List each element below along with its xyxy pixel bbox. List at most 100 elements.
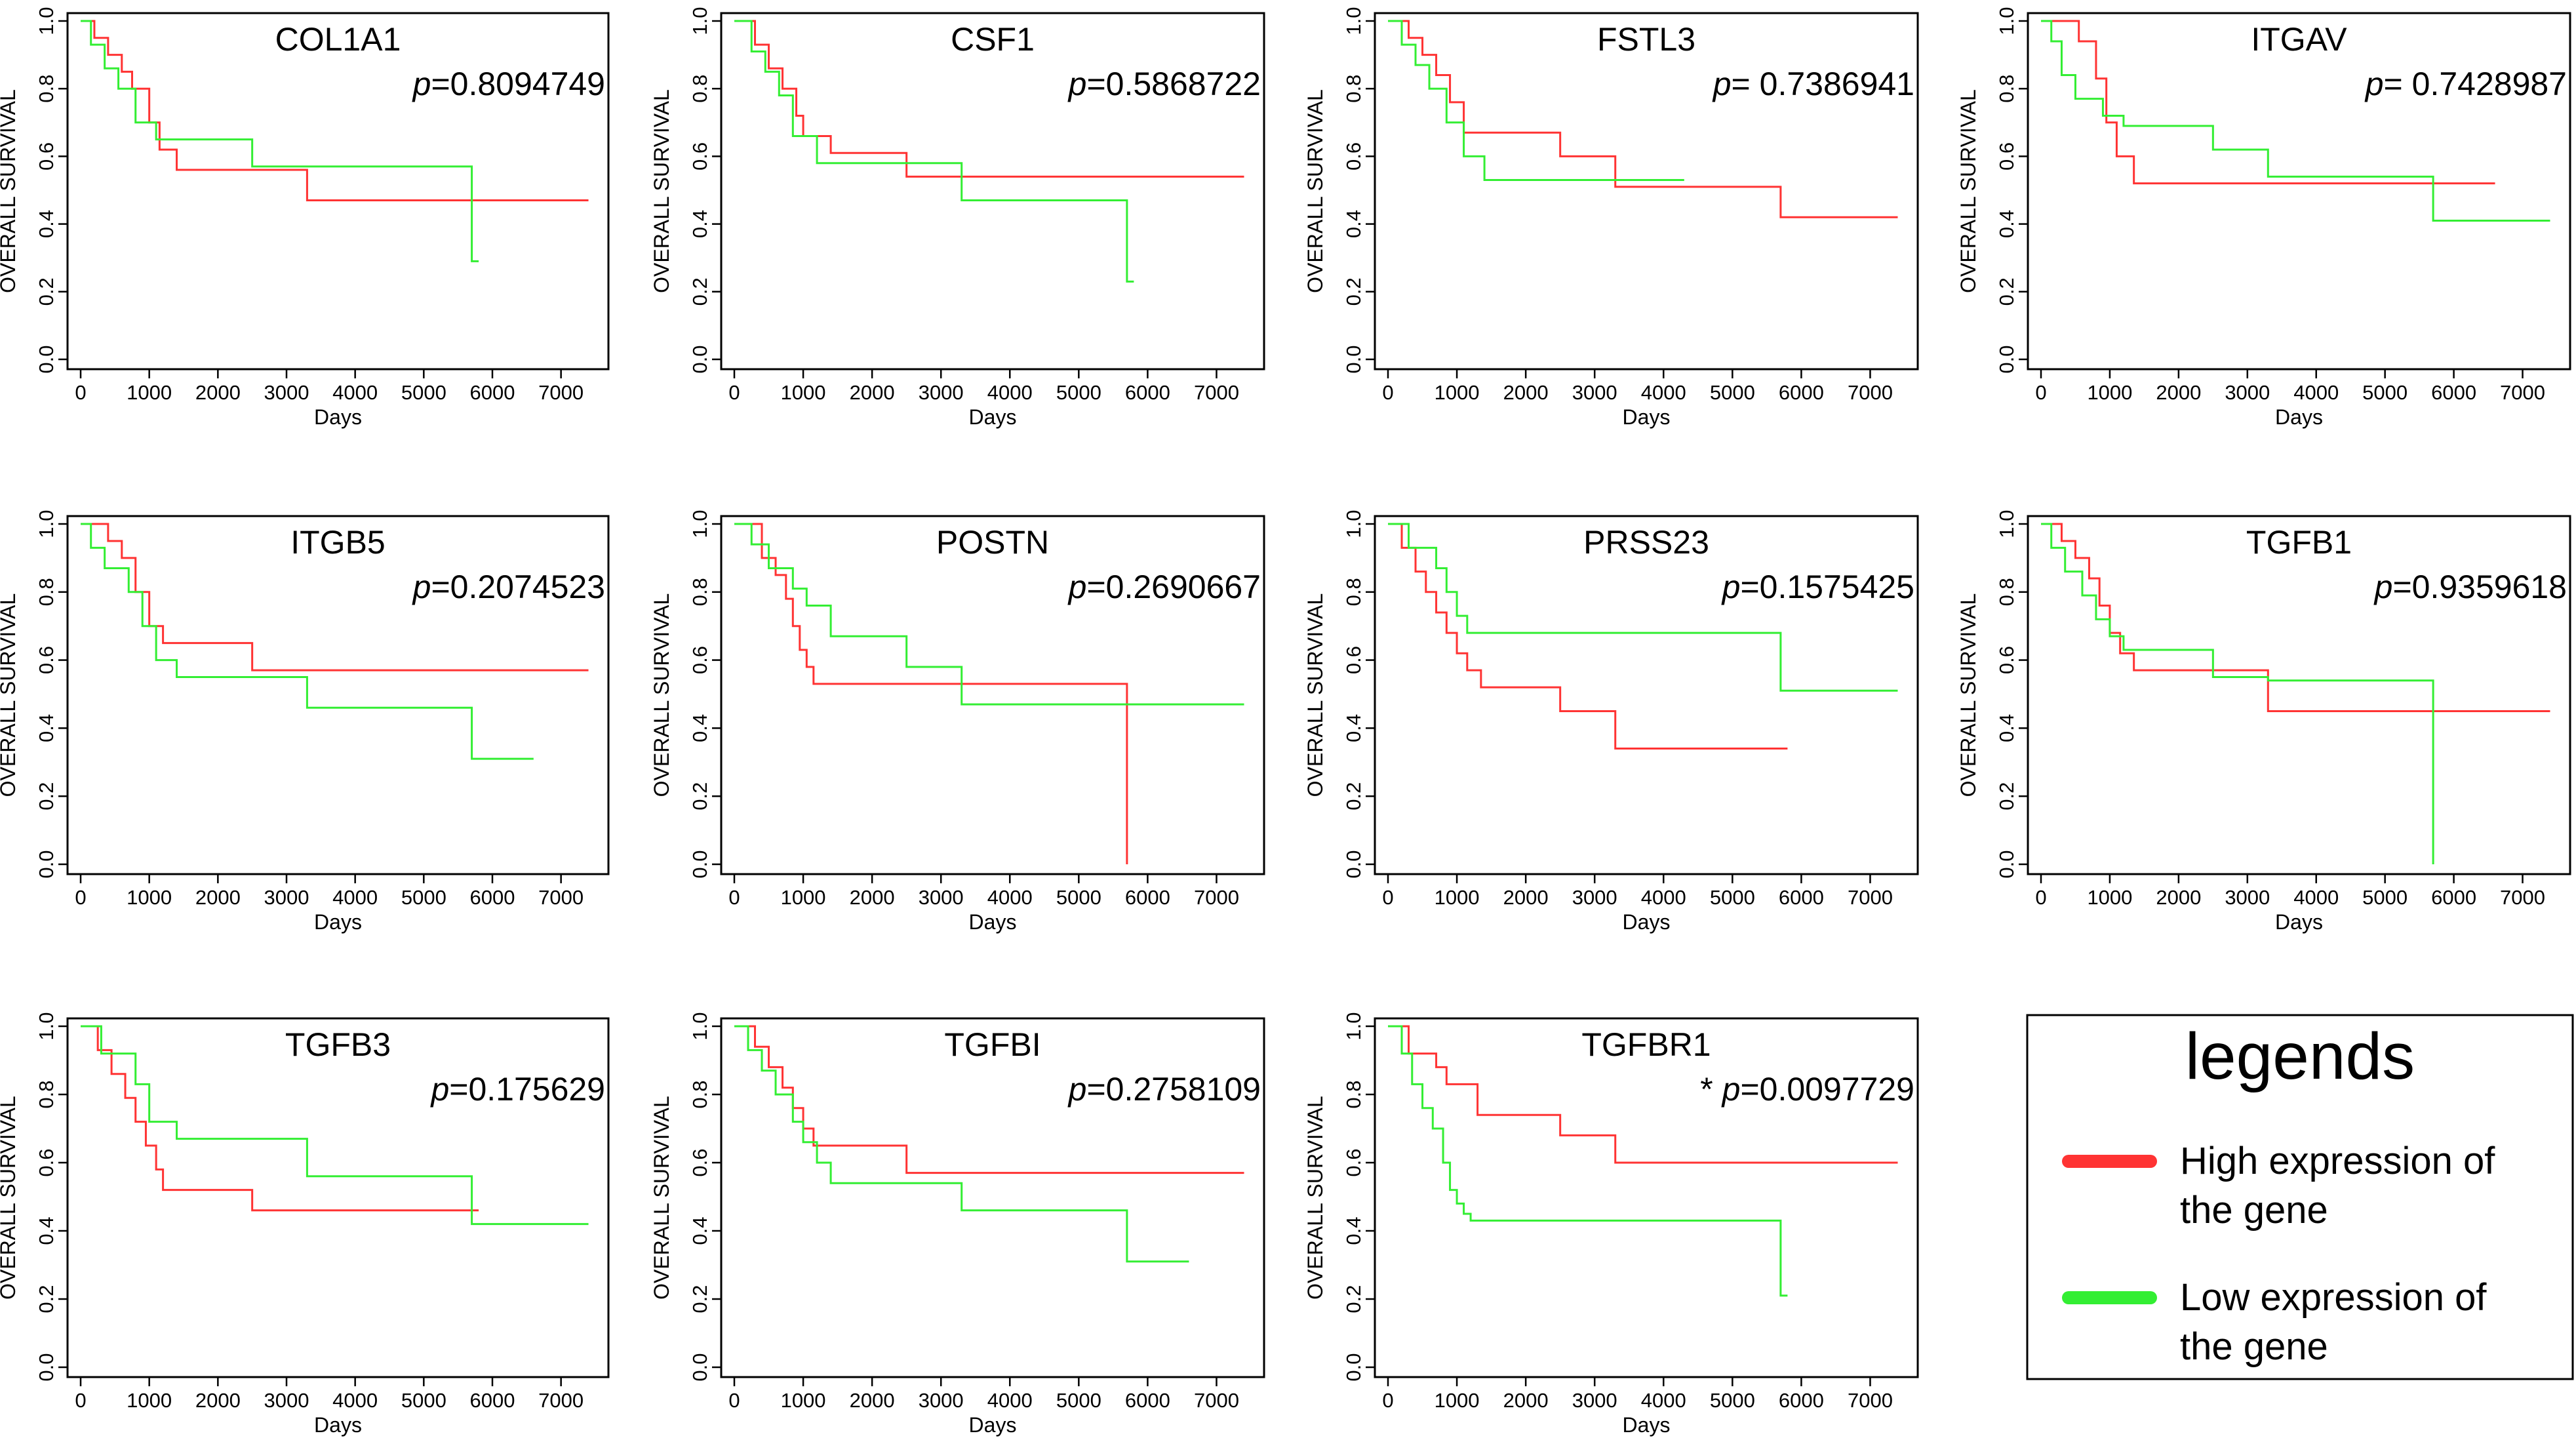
panel-fstl3: 0 1000 2000 3000 4000 5000 6000 7000 0.0 0.2 0.4 0.… — [1303, 7, 1919, 429]
y-tick-label: 0.8 — [688, 1080, 711, 1108]
x-tick-label: 1000 — [127, 886, 172, 909]
series-high-expression — [2041, 20, 2495, 185]
x-tick-label: 0 — [2035, 381, 2046, 404]
series-low-expression — [734, 1025, 1189, 1263]
series-high-expression — [734, 523, 1128, 864]
y-tick-label: 1.0 — [688, 1012, 711, 1040]
y-tick-label: 0.2 — [688, 782, 711, 811]
x-tick-label: 0 — [2035, 886, 2046, 909]
panel-postn: 0 1000 2000 3000 4000 5000 6000 7000 0.0 0.2 0.4 0.… — [650, 510, 1265, 934]
y-axis-label: OVERALL SURVIVAL — [650, 1096, 673, 1300]
x-tick-label: 6000 — [2431, 886, 2476, 909]
x-tick-label: 2000 — [1503, 1389, 1549, 1412]
x-tick-label: 1000 — [127, 1389, 172, 1412]
x-tick-label: 3000 — [919, 1389, 964, 1412]
y-tick-label: 0.6 — [1995, 646, 2018, 674]
x-tick-label: 5000 — [1056, 886, 1101, 909]
y-tick-label: 0.2 — [1342, 277, 1365, 306]
y-axis-label: OVERALL SURVIVAL — [1956, 593, 1980, 797]
x-tick-label: 6000 — [1125, 1389, 1170, 1412]
x-tick-label: 5000 — [1056, 1389, 1101, 1412]
series-low-expression — [81, 20, 479, 262]
p-value: p=0.2758109 — [1067, 1071, 1261, 1108]
y-tick-label: 0.6 — [1342, 1148, 1365, 1176]
y-axis-label: OVERALL SURVIVAL — [1956, 89, 1980, 293]
plot-frame — [720, 1017, 1265, 1378]
y-axis-label: OVERALL SURVIVAL — [1303, 89, 1327, 293]
y-tick-label: 0.2 — [1342, 1285, 1365, 1313]
y-tick-label: 0.6 — [35, 1148, 58, 1176]
x-tick-label: 2000 — [195, 1389, 241, 1412]
y-tick-label: 0.2 — [35, 782, 58, 811]
legend-label-low-line1: Low expression of — [2180, 1276, 2487, 1319]
y-tick-label: 0.6 — [1995, 142, 2018, 170]
x-tick-label: 4000 — [987, 1389, 1033, 1412]
series-low-expression — [1388, 20, 1684, 182]
x-tick-label: 3000 — [919, 886, 964, 909]
x-tick-label: 3000 — [1572, 886, 1617, 909]
y-tick-label: 0.2 — [688, 1285, 711, 1313]
series-low-expression — [1388, 1025, 1788, 1297]
series-high-expression — [734, 20, 1244, 178]
y-tick-label: 0.0 — [1342, 1353, 1365, 1381]
x-tick-label: 6000 — [1779, 886, 1824, 909]
x-tick-label: 4000 — [1641, 1389, 1686, 1412]
y-tick-label: 0.6 — [1342, 142, 1365, 170]
x-axis-label: Days — [969, 910, 1017, 934]
y-tick-label: 1.0 — [688, 510, 711, 538]
y-tick-label: 0.4 — [35, 714, 58, 742]
x-tick-label: 4000 — [987, 886, 1033, 909]
x-tick-label: 2000 — [195, 381, 241, 404]
x-tick-label: 5000 — [2362, 886, 2408, 909]
y-axis-label: OVERALL SURVIVAL — [650, 593, 673, 797]
p-value: p=0.175629 — [429, 1071, 605, 1108]
x-tick-label: 2000 — [850, 886, 895, 909]
panel-tgfb3: 0 1000 2000 3000 4000 5000 6000 7000 0.0 0.2 0.4 0.… — [0, 1012, 610, 1437]
y-tick-label: 1.0 — [1342, 7, 1365, 35]
y-tick-label: 1.0 — [35, 510, 58, 538]
x-tick-label: 6000 — [1125, 381, 1170, 404]
panels-group: 0 1000 2000 3000 4000 5000 6000 7000 0.0 0.2 0.4 0.… — [0, 7, 2571, 1437]
x-tick-label: 0 — [728, 886, 740, 909]
y-axis-label: OVERALL SURVIVAL — [1303, 1096, 1327, 1300]
x-tick-label: 3000 — [919, 381, 964, 404]
x-tick-label: 1000 — [1435, 886, 1480, 909]
y-tick-label: 0.4 — [1342, 714, 1365, 742]
y-tick-label: 0.8 — [1342, 75, 1365, 103]
x-tick-label: 5000 — [401, 886, 446, 909]
plot-frame — [720, 12, 1265, 371]
x-tick-label: 2000 — [1503, 886, 1549, 909]
x-tick-label: 4000 — [2293, 381, 2339, 404]
y-tick-label: 1.0 — [35, 7, 58, 35]
plot-frame — [720, 515, 1265, 875]
p-value: * p=0.0097729 — [1700, 1071, 1914, 1108]
y-tick-label: 0.2 — [1995, 277, 2018, 306]
legend-label-low-line2: the gene — [2180, 1325, 2328, 1368]
x-axis-label: Days — [1623, 405, 1671, 429]
y-tick-label: 0.8 — [35, 75, 58, 103]
x-tick-label: 0 — [75, 381, 86, 404]
panel-itgav: 0 1000 2000 3000 4000 5000 6000 7000 0.0 0.2 0.4 0.… — [1956, 7, 2571, 429]
y-tick-label: 0.4 — [1342, 1216, 1365, 1245]
x-tick-label: 1000 — [2087, 381, 2132, 404]
plot-frame — [2027, 515, 2571, 875]
plot-frame — [1374, 515, 1919, 875]
series-low-expression — [734, 20, 1134, 283]
y-tick-label: 0.4 — [1342, 210, 1365, 238]
y-tick-label: 0.8 — [688, 578, 711, 606]
x-tick-label: 7000 — [538, 886, 584, 909]
x-tick-label: 0 — [1382, 1389, 1393, 1412]
x-tick-label: 4000 — [1641, 381, 1686, 404]
y-tick-label: 0.8 — [1342, 578, 1365, 606]
panel-title: ITGAV — [2251, 21, 2347, 58]
p-value: p=0.5868722 — [1067, 66, 1261, 102]
x-tick-label: 4000 — [1641, 886, 1686, 909]
series-high-expression — [1388, 20, 1898, 218]
series-high-expression — [81, 20, 589, 201]
x-tick-label: 5000 — [401, 1389, 446, 1412]
y-axis-label: OVERALL SURVIVAL — [650, 89, 673, 293]
p-value: p=0.2690667 — [1067, 569, 1261, 605]
y-tick-label: 0.0 — [1342, 345, 1365, 373]
y-tick-label: 1.0 — [688, 7, 711, 35]
